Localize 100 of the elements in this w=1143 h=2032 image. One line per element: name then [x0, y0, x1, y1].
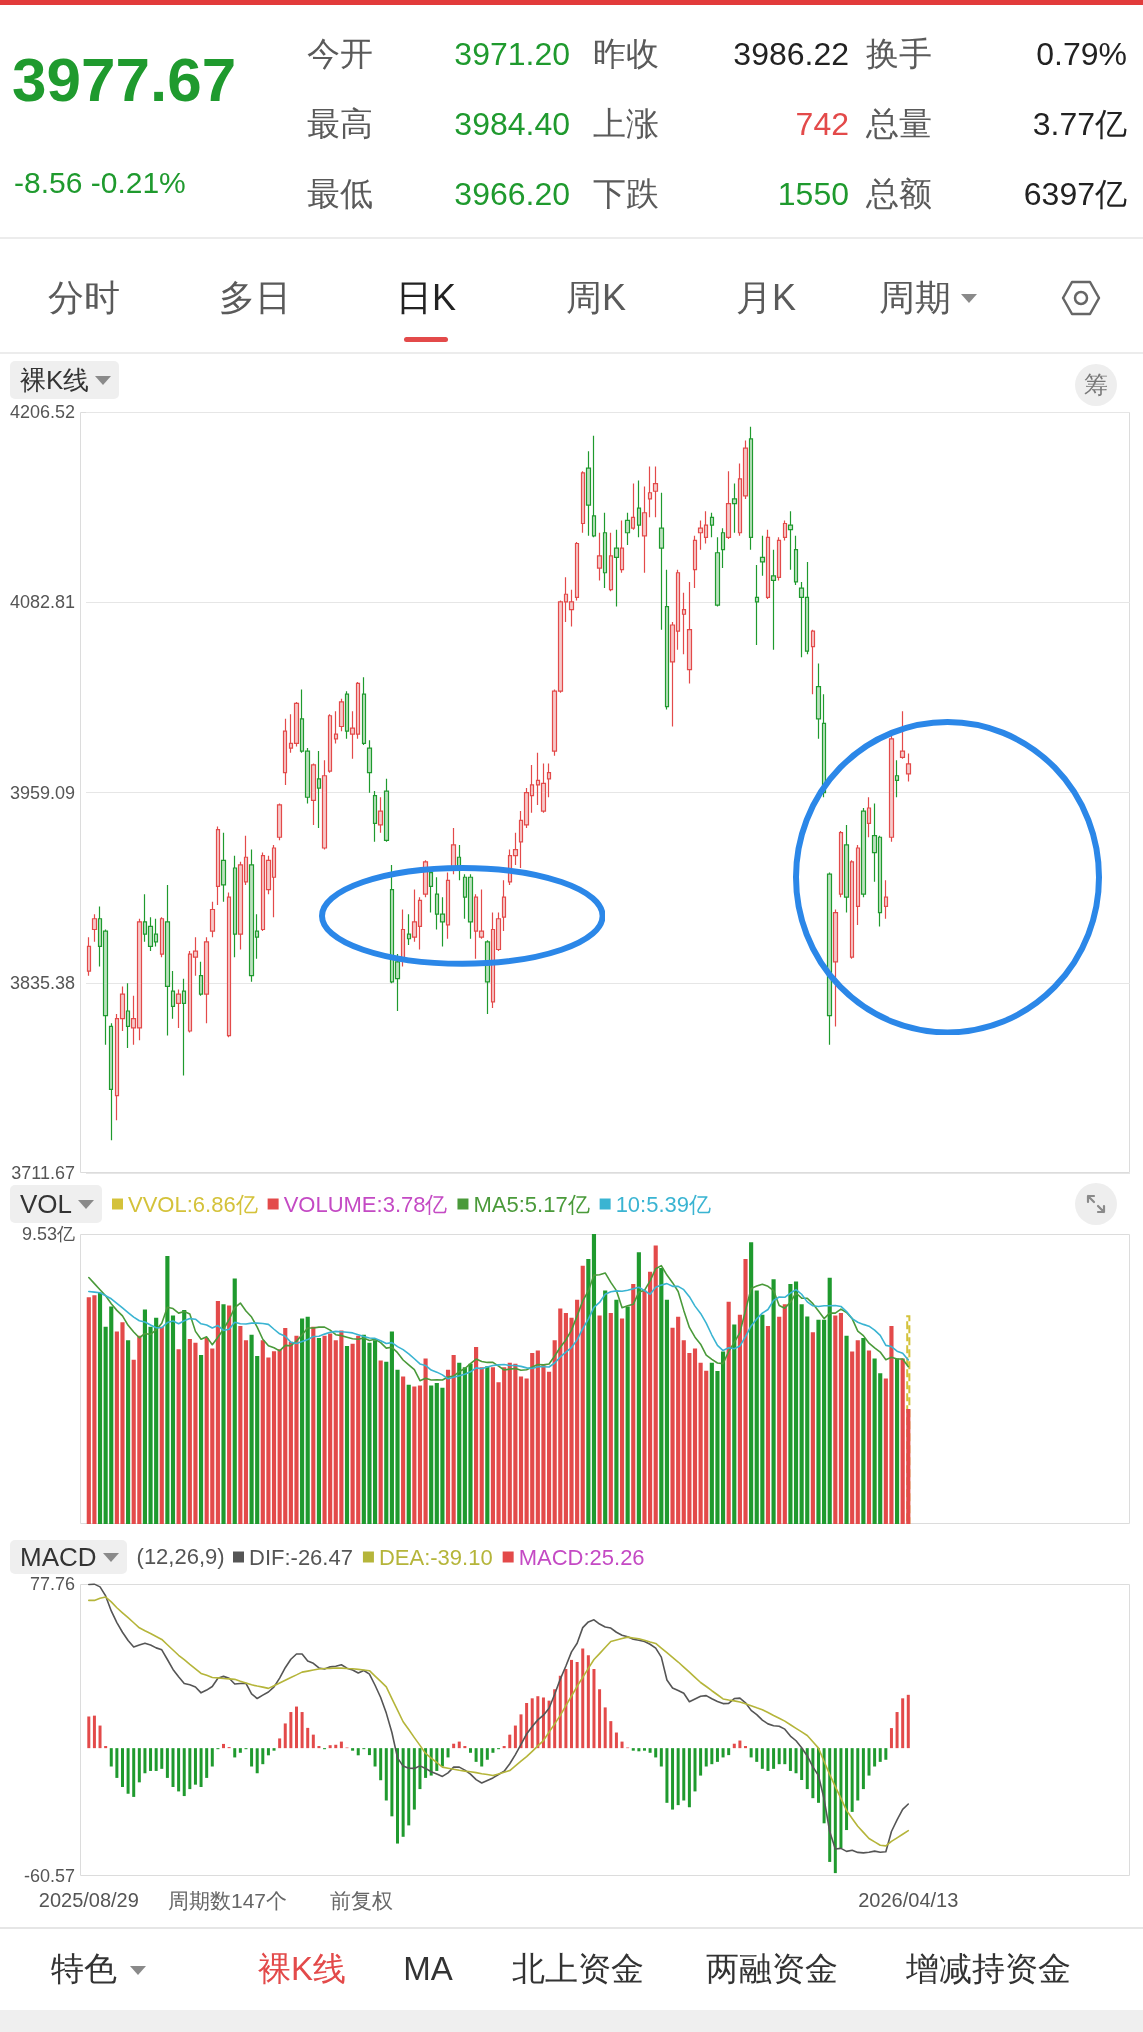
bar [407, 1748, 411, 1826]
text: 最低 [307, 175, 373, 213]
candlestick [203, 936, 210, 1024]
bar [255, 1748, 259, 1774]
bar [793, 1281, 799, 1524]
bar [564, 1668, 568, 1749]
candlestick [445, 872, 451, 940]
bar [474, 1346, 479, 1524]
candlestick [159, 916, 165, 958]
text: 最高 [307, 105, 373, 143]
bar [518, 1376, 524, 1524]
bar [463, 1746, 467, 1749]
bar [143, 1748, 147, 1774]
text: 分时 [48, 277, 120, 319]
bar [104, 1746, 108, 1749]
candlestick [714, 536, 721, 608]
bar [491, 1748, 495, 1753]
bar [895, 1712, 899, 1749]
bar [591, 1234, 597, 1524]
bar [92, 1715, 96, 1749]
bar [760, 1748, 764, 1769]
bar [765, 1325, 771, 1524]
bar [665, 1748, 669, 1803]
candlestick [787, 510, 794, 571]
bar [519, 1714, 523, 1749]
bar [508, 1734, 512, 1749]
bar [664, 1299, 670, 1524]
bar [294, 1706, 298, 1749]
bar [344, 1345, 350, 1524]
bar [199, 1748, 203, 1787]
bar [827, 1277, 832, 1524]
bar [289, 1712, 293, 1749]
bar [115, 1748, 119, 1778]
bar [637, 1748, 641, 1752]
bar [502, 1746, 506, 1749]
bar [777, 1316, 782, 1524]
candlestick [170, 970, 176, 1020]
bar [261, 1748, 265, 1765]
bar [171, 1748, 175, 1787]
bar [855, 1340, 860, 1524]
dropdown-button: 裸K线 [10, 361, 120, 399]
bar [159, 1326, 164, 1524]
bar [149, 1748, 153, 1771]
text: 周期 [879, 277, 951, 319]
text: 3.77亿 [1032, 105, 1127, 143]
bar [272, 1748, 276, 1751]
bar [648, 1748, 652, 1753]
candlestick [276, 802, 283, 841]
candlestick [215, 825, 221, 906]
bar [440, 1748, 444, 1767]
bar [805, 1748, 809, 1790]
candlestick [232, 855, 238, 958]
bar [782, 1304, 787, 1524]
bar [378, 1360, 383, 1524]
candlestick [782, 519, 788, 542]
candlestick [725, 470, 732, 540]
bar [188, 1748, 192, 1790]
text: 换手 [866, 35, 932, 73]
candlestick [400, 908, 406, 968]
legend-label: DEA:-39.10 [378, 1544, 493, 1570]
chart-title: MACD [20, 1541, 97, 1572]
bar [906, 1694, 910, 1749]
bar [205, 1748, 209, 1778]
candlestick [333, 710, 339, 745]
bar [367, 1748, 371, 1756]
text: -8.56 -0.21% [14, 165, 186, 201]
y-tick-label: 9.53亿 [21, 1224, 75, 1244]
bar [468, 1748, 472, 1753]
chart-title: 裸K线 [20, 364, 90, 395]
bar [165, 1255, 170, 1524]
bar [710, 1748, 714, 1765]
bar [132, 1748, 136, 1797]
bar [631, 1283, 636, 1524]
bar [682, 1748, 686, 1801]
candlestick [198, 961, 204, 997]
text: 下跌 [593, 175, 659, 213]
bar [356, 1748, 360, 1756]
bar [221, 1304, 226, 1524]
candlestick [759, 535, 766, 577]
bar [738, 1740, 742, 1749]
candlestick [619, 519, 625, 574]
text: 日K [395, 277, 457, 319]
candlestick [125, 982, 131, 1049]
bar [867, 1748, 871, 1776]
candlestick [748, 426, 754, 551]
bar [581, 1648, 585, 1749]
bar [109, 1748, 113, 1767]
bar [586, 1258, 591, 1524]
bar [570, 1659, 574, 1749]
bar [266, 1748, 270, 1756]
candlestick [883, 879, 889, 920]
candlestick [624, 512, 631, 546]
text: 两融资金 [706, 1950, 838, 1988]
legend-label: MACD:25.26 [518, 1544, 645, 1570]
candlestick [652, 466, 659, 518]
bar [653, 1245, 658, 1524]
bar [866, 1350, 872, 1524]
bar [423, 1358, 428, 1524]
bar [126, 1748, 130, 1794]
candlestick [647, 466, 653, 518]
